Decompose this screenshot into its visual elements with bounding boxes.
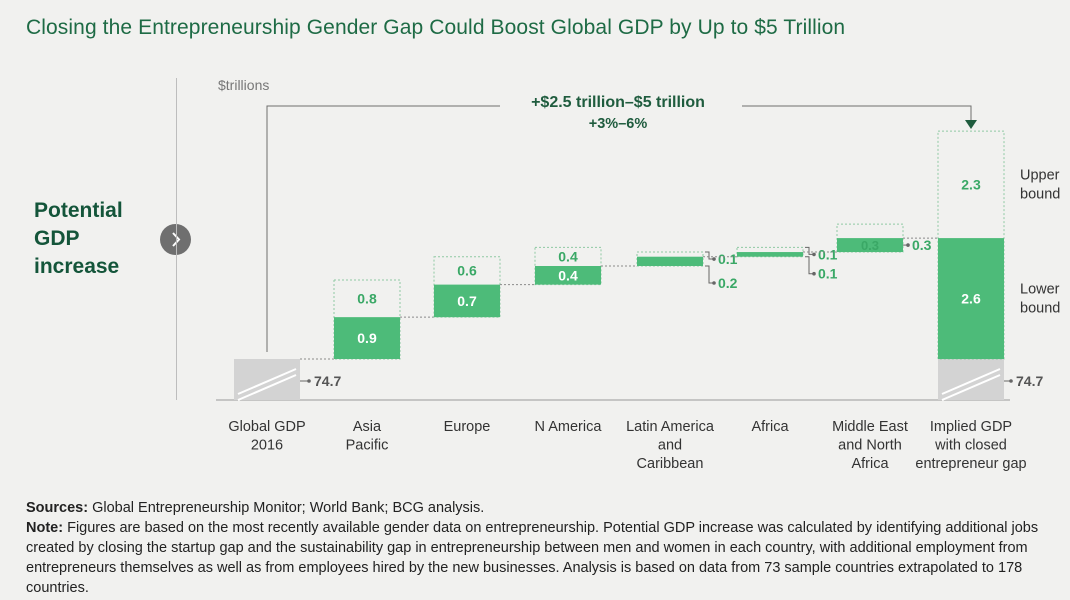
axis-break-mark: [941, 368, 1001, 395]
baseline-value-label-dot: [307, 379, 311, 383]
total-lower-bound-value: 2.6: [961, 291, 981, 307]
total-lower-bound-bar: [938, 238, 1004, 359]
lower-bound-bar: [434, 284, 500, 318]
category-label: N America: [535, 419, 603, 435]
headline-bracket-left: [266, 105, 500, 352]
axis-break-mark: [237, 368, 297, 395]
lower-bound-value: 0.7: [457, 293, 477, 309]
upper-bound-value: 0.1: [718, 251, 738, 267]
divider-line: [176, 78, 177, 400]
side-label-line-2: GDP: [34, 227, 80, 250]
axis-break-mark: [237, 374, 297, 401]
axis-break-mark: [941, 374, 1001, 401]
lower-bound-leader: [805, 256, 813, 275]
category-label: Global GDP: [228, 419, 305, 435]
lower-bound-bar: [737, 252, 803, 257]
headline-total: +$2.5 trillion–$5 trillion: [531, 94, 705, 111]
side-label-line-3: increase: [34, 255, 120, 278]
lower-bound-bar: [535, 266, 601, 285]
baseline-bar-end: [938, 359, 1004, 400]
note-text: Figures are based on the most recently a…: [26, 520, 1039, 596]
lower-bound-value: 0.2: [718, 275, 738, 291]
total-upper-bound-value: 2.3: [961, 177, 981, 193]
category-label: 2016: [251, 438, 283, 454]
upper-bound-value: 0.4: [558, 249, 578, 265]
baseline-bar-start: [234, 359, 300, 400]
note-label: Note:: [26, 520, 64, 536]
lower-bound-value: 0.3: [912, 237, 932, 253]
category-label: and: [658, 438, 682, 454]
upper-bound-leader: [705, 251, 713, 260]
sources-text: Global Entrepreneurship Monitor; World B…: [92, 500, 485, 516]
category-label: Asia: [353, 419, 382, 435]
down-arrow-icon: [965, 120, 977, 129]
lower-bound-value: 0.4: [558, 267, 578, 283]
unit-label: $trillions: [218, 77, 269, 93]
category-label: Europe: [444, 419, 491, 435]
lower-bound-bar: [637, 256, 703, 266]
category-label: and North: [838, 438, 902, 454]
headline-bracket-right: [742, 105, 972, 124]
chart-title: Closing the Entrepreneurship Gender Gap …: [26, 16, 846, 39]
category-label: Africa: [751, 419, 789, 435]
lower-bound-dot: [712, 281, 716, 285]
upper-bound-value: 0.1: [818, 246, 838, 262]
baseline-value-label: 74.7: [314, 373, 341, 389]
upper-bound-value: 0.6: [457, 263, 477, 279]
lower-bound-value: 0.9: [357, 330, 377, 346]
category-label: Africa: [851, 456, 889, 472]
lower-bound-leader: [705, 265, 713, 284]
lower-bound-value: 0.1: [818, 266, 838, 282]
side-label: Potential GDP increase: [34, 197, 123, 281]
waterfall-chart: $trillions 74.7 74.7 0.9 0.8 0.7 0.6 0.4 0.4 0.1 0…: [216, 77, 1060, 472]
legend-lower-bound: bound: [1020, 301, 1060, 317]
category-label: Pacific: [346, 438, 389, 454]
legend-upper-bound: Upper: [1020, 168, 1060, 184]
side-label-line-1: Potential: [34, 199, 123, 222]
category-label: entrepreneur gap: [915, 456, 1026, 472]
chevron-right-icon[interactable]: [160, 224, 191, 255]
lower-bound-bar: [837, 238, 903, 253]
upper-bound-leader: [805, 246, 813, 255]
end-value-label-dot: [1009, 379, 1013, 383]
category-label: Caribbean: [637, 456, 704, 472]
sources-line: Sources: Global Entrepreneurship Monitor…: [26, 498, 1056, 518]
note-line: Note: Figures are based on the most rece…: [26, 518, 1056, 598]
sources-label: Sources:: [26, 500, 89, 516]
upper-bound-box: [836, 223, 904, 253]
category-label: Implied GDP: [930, 419, 1012, 435]
lower-bound-dot: [812, 271, 816, 276]
legend-lower-bound: Lower: [1020, 282, 1060, 298]
category-label: Latin America: [626, 419, 715, 435]
lower-bound-dot: [906, 243, 910, 247]
upper-bound-value: 0.8: [357, 291, 377, 307]
lower-bound-bar: [334, 317, 400, 359]
headline-percent: +3%–6%: [589, 116, 648, 132]
category-label: Middle East: [832, 419, 908, 435]
upper-bound-dot: [712, 257, 716, 261]
legend-upper-bound: bound: [1020, 187, 1060, 203]
upper-bound-value: 0.3: [861, 238, 879, 253]
category-label: with closed: [934, 438, 1007, 454]
footnote: Sources: Global Entrepreneurship Monitor…: [26, 498, 1056, 598]
upper-bound-dot: [812, 252, 816, 257]
end-value-label: 74.7: [1016, 373, 1043, 389]
